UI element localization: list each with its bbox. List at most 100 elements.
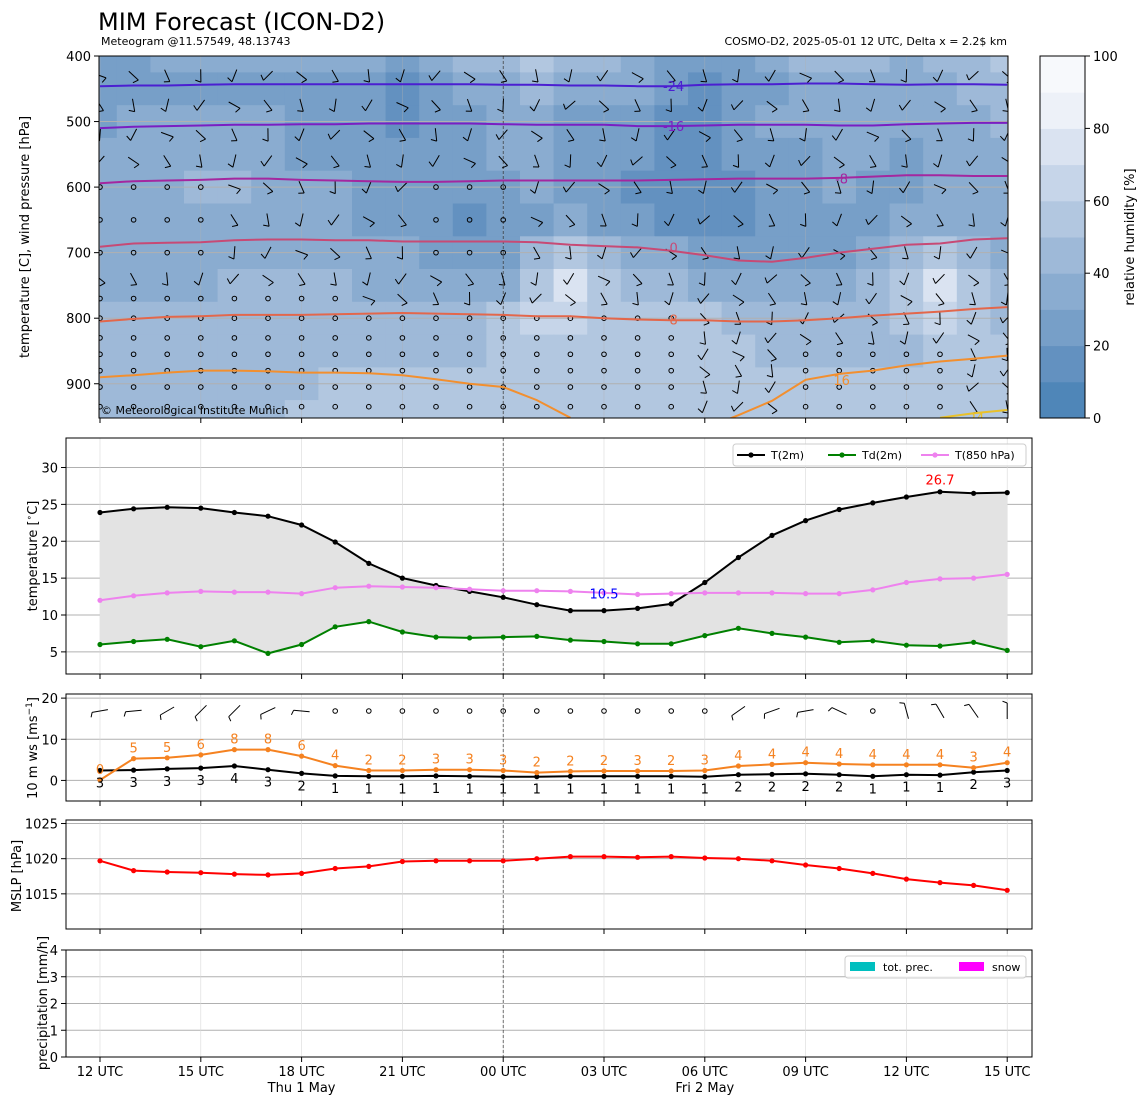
wind-barb-flag [1000, 222, 1006, 227]
calm-circle [634, 335, 641, 341]
humidity-cell [620, 334, 655, 368]
wind-barb-flag [827, 707, 833, 712]
wind-barb-flag [563, 103, 566, 110]
calm-circle [298, 384, 305, 390]
series-point [500, 594, 506, 600]
wind-barb [733, 215, 744, 225]
wind-barb [635, 128, 640, 142]
gust-label: 3 [969, 751, 977, 766]
gust-label: 2 [365, 754, 373, 769]
series-point [971, 769, 977, 775]
wind-barb-flag [836, 342, 843, 346]
humidity-cell [99, 334, 118, 368]
wind-barb [362, 295, 376, 302]
wind-barb [569, 154, 572, 168]
series-point [164, 590, 170, 596]
wind-barb-flag [568, 139, 575, 142]
series-point [265, 767, 271, 773]
wind-barb [766, 274, 778, 284]
isotherms: -24 -16 -8 0 8 16 24 [99, 80, 1008, 418]
wind-barb [903, 703, 909, 719]
wind-barb [331, 69, 339, 82]
wind-barb [768, 69, 776, 82]
humidity-cell [385, 137, 420, 172]
calm-circle [903, 403, 910, 410]
calm-circle [702, 708, 708, 714]
series-point [702, 855, 708, 861]
wind-barb [432, 292, 440, 305]
calm-circle [399, 403, 406, 410]
mslp-panel: 1015 1020 1025 [25, 818, 1033, 934]
series-point [803, 591, 809, 597]
wind-ylabel: 10 m ws [ms−1] [25, 697, 41, 799]
wind-barb-flag [562, 186, 567, 193]
series-point [500, 767, 506, 774]
calm-circle [265, 403, 271, 410]
temperature-legend: T(2m) Td(2m) T(850 hPa) [732, 443, 1027, 467]
wind-barbs-profile [99, 69, 1008, 415]
wind-barb-flag [297, 110, 304, 112]
wind-barb-flag [199, 138, 206, 143]
wind-barb-flag [400, 224, 407, 228]
wind-barb-flag [303, 254, 309, 260]
wind-barb [667, 129, 676, 141]
wind-barb-flag [796, 712, 799, 718]
wind-barb [903, 272, 910, 286]
calm-circle [399, 367, 406, 374]
humidity-cell [620, 56, 655, 73]
wind-barb-flag [604, 190, 610, 195]
wind-barb [732, 294, 745, 303]
calm-circle [130, 351, 137, 358]
wind-barb [702, 180, 707, 194]
calm-circle [164, 249, 170, 256]
gust-label: 3 [701, 754, 709, 769]
wind-barb-flag [596, 75, 601, 82]
calm-circle [198, 295, 204, 302]
humidity-cell [352, 334, 387, 368]
humidity-cell [352, 137, 387, 172]
wind-barb-flag [532, 80, 539, 83]
series-point [870, 638, 876, 644]
wind-barb-flag [599, 139, 606, 142]
wind-barb-flag [769, 303, 776, 306]
calm-circle [567, 708, 574, 714]
wind-barb [264, 246, 272, 259]
wind-barb-flag [133, 164, 140, 169]
wind-barb-flag [434, 109, 441, 113]
wind-barb-flag [603, 109, 610, 113]
gust-label: 3 [633, 754, 641, 769]
wind-barb-flag [764, 162, 771, 168]
wind-barb [731, 705, 746, 717]
wind-barb [530, 216, 543, 223]
series-point [198, 505, 204, 511]
humidity-cell [150, 203, 185, 237]
series-point [467, 858, 473, 864]
calm-circle [567, 384, 574, 390]
wind-barb [160, 131, 174, 138]
series-point [164, 636, 170, 642]
wind-barb-flag [294, 136, 300, 142]
wind-barb [800, 274, 811, 284]
wind-barb [867, 214, 878, 225]
calm-circle [601, 335, 607, 341]
series-point [433, 858, 439, 864]
series-point [231, 509, 237, 516]
wind-barb [633, 181, 642, 193]
wind-barb [566, 273, 575, 285]
speed-label: 1 [465, 782, 473, 797]
wind-barb-flag [236, 188, 241, 195]
series-point [433, 585, 439, 591]
series-point [265, 589, 271, 595]
wind-barb-flag [966, 319, 972, 325]
wind-barb-flag [831, 135, 837, 141]
calm-circle [164, 384, 170, 390]
mslp-ylabel: MSLP [hPa] [10, 840, 25, 912]
wind-barb [1004, 131, 1008, 141]
calm-circle [366, 384, 372, 390]
wind-barb [633, 247, 643, 258]
gust-label: 4 [734, 749, 742, 764]
wind-barb [1003, 272, 1008, 282]
series-point [366, 773, 372, 779]
wind-barb [836, 272, 843, 286]
